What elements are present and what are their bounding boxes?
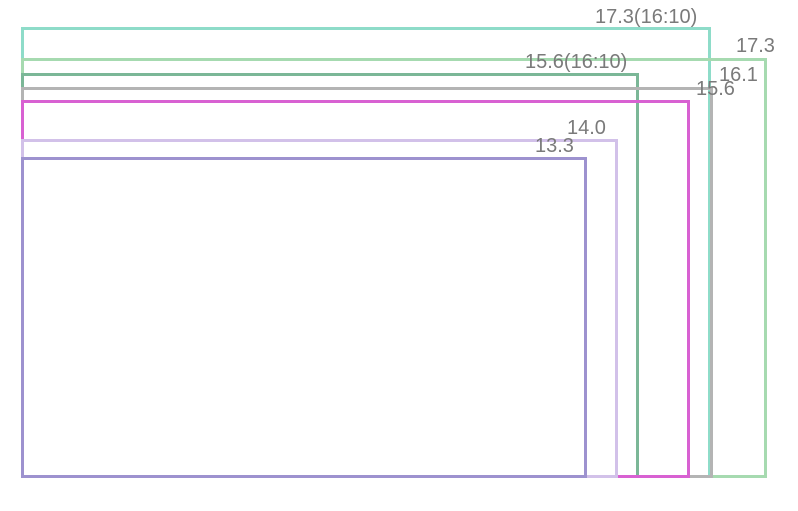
watermark-logo: 知乎 (670, 478, 706, 504)
screen-size-diagram: 17.3(16:10)17.315.6(16:10)16.115.614.013… (0, 0, 798, 511)
label-r_15_6: 15.6 (696, 78, 735, 101)
rect-r_13_3 (21, 157, 587, 478)
label-r_17_3: 17.3 (736, 35, 775, 58)
label-r_17_3_1610: 17.3(16:10) (595, 6, 697, 29)
watermark-author: @咖喱流 (715, 479, 779, 503)
label-r_13_3: 13.3 (535, 135, 574, 158)
label-r_15_6_1610: 15.6(16:10) (525, 51, 627, 74)
